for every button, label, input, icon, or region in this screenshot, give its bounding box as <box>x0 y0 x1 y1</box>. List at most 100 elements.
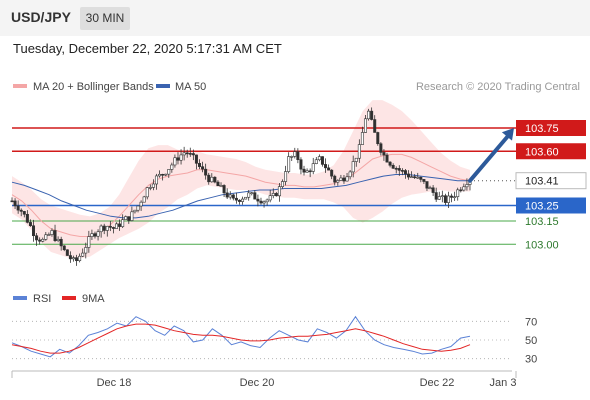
candle-up <box>293 151 297 157</box>
x-tick-label: Dec 20 <box>240 377 275 389</box>
candle-up <box>287 156 291 172</box>
candle-up <box>158 173 162 177</box>
candle-down <box>388 161 392 166</box>
candle-up <box>228 194 232 198</box>
candle-up <box>182 152 186 156</box>
resistance-label-103.75: 103.75 <box>525 123 559 135</box>
candle-up <box>250 192 254 194</box>
candle-down <box>299 159 303 170</box>
rsi-line <box>11 315 471 358</box>
candle-down <box>370 110 374 120</box>
candle-up <box>142 196 146 203</box>
resistance-label-bg <box>516 143 586 160</box>
candle-up <box>462 186 466 191</box>
rsi-ma-legend-label: 9MA <box>82 293 105 305</box>
rsi-ma-line <box>11 323 471 354</box>
candle-up <box>290 156 294 158</box>
candle-down <box>237 199 241 202</box>
candle-up <box>440 195 444 197</box>
timeframe-button[interactable]: 30 MIN <box>80 7 130 30</box>
candle-down <box>38 239 42 242</box>
candle-down <box>400 170 404 172</box>
last-price-label: 103.41 <box>525 176 559 188</box>
candle-up <box>170 164 174 170</box>
candle-down <box>102 225 106 231</box>
candle-down <box>379 143 383 153</box>
candle-up <box>345 176 349 182</box>
candle-down <box>413 176 417 178</box>
candle-down <box>35 235 39 241</box>
candle-up <box>311 163 315 172</box>
candle-down <box>127 216 131 221</box>
projection-arrow-head <box>501 128 514 141</box>
candle-down <box>185 152 189 155</box>
candle-down <box>22 211 26 215</box>
candle-up <box>354 157 358 162</box>
candle-down <box>403 170 407 175</box>
copyright-text: Research © 2020 Trading Central <box>416 81 580 93</box>
candle-down <box>320 156 324 165</box>
candle-up <box>336 180 340 183</box>
candle-down <box>216 181 220 187</box>
candle-down <box>204 168 208 176</box>
candle-up <box>99 225 103 233</box>
candle-down <box>59 238 63 247</box>
candle-down <box>382 152 386 156</box>
resistance-label-bg <box>516 120 586 136</box>
x-tick-label: Dec 18 <box>97 377 132 389</box>
candle-up <box>244 196 248 200</box>
candle-up <box>265 199 269 203</box>
candle-down <box>68 255 72 260</box>
candle-up <box>154 175 158 185</box>
candle-down <box>28 222 32 227</box>
candle-down <box>176 157 180 161</box>
candle-down <box>407 173 411 178</box>
candle-down <box>191 153 195 156</box>
candle-up <box>105 226 109 231</box>
candle-up <box>363 118 367 133</box>
rsi-ma-legend-swatch <box>62 296 76 300</box>
candle-down <box>108 226 112 228</box>
candle-up <box>210 176 214 183</box>
resistance-label-103.60: 103.60 <box>525 146 559 158</box>
support-label-103.15: 103.15 <box>525 216 559 228</box>
candle-down <box>53 230 57 241</box>
candle-down <box>111 227 115 229</box>
ma20-legend-swatch <box>13 84 27 88</box>
chart-datetime: Tuesday, December 22, 2020 5:17:31 AM CE… <box>13 41 282 56</box>
candle-up <box>360 132 364 145</box>
candle-up <box>139 201 143 207</box>
candle-down <box>234 197 238 201</box>
candle-down <box>93 233 97 237</box>
candle-up <box>446 195 450 203</box>
candle-up <box>262 201 266 204</box>
candle-down <box>385 154 389 163</box>
rsi-tick-50: 50 <box>525 335 537 347</box>
last-price-label-bg <box>515 172 587 190</box>
candle-up <box>416 176 420 179</box>
candle-up <box>145 187 149 198</box>
rsi-tick-30: 30 <box>525 354 537 366</box>
candle-down <box>207 174 211 183</box>
candle-down <box>225 192 229 198</box>
rsi-legend-label: RSI <box>33 293 51 305</box>
candle-up <box>50 230 54 235</box>
symbol-title: USD/JPY <box>11 9 71 25</box>
candle-up <box>277 186 281 197</box>
candle-up <box>133 209 137 213</box>
candle-down <box>253 192 257 200</box>
candle-down <box>256 198 260 202</box>
candle-up <box>410 176 414 178</box>
candle-down <box>431 187 435 193</box>
candle-up <box>305 170 309 173</box>
candle-up <box>351 161 355 173</box>
candle-up <box>87 236 91 248</box>
candle-down <box>188 153 192 155</box>
candle-up <box>115 223 119 229</box>
ma50-line <box>11 174 470 219</box>
candle-up <box>428 187 432 190</box>
candle-down <box>32 225 36 237</box>
candle-up <box>284 171 288 182</box>
candle-down <box>118 223 122 227</box>
